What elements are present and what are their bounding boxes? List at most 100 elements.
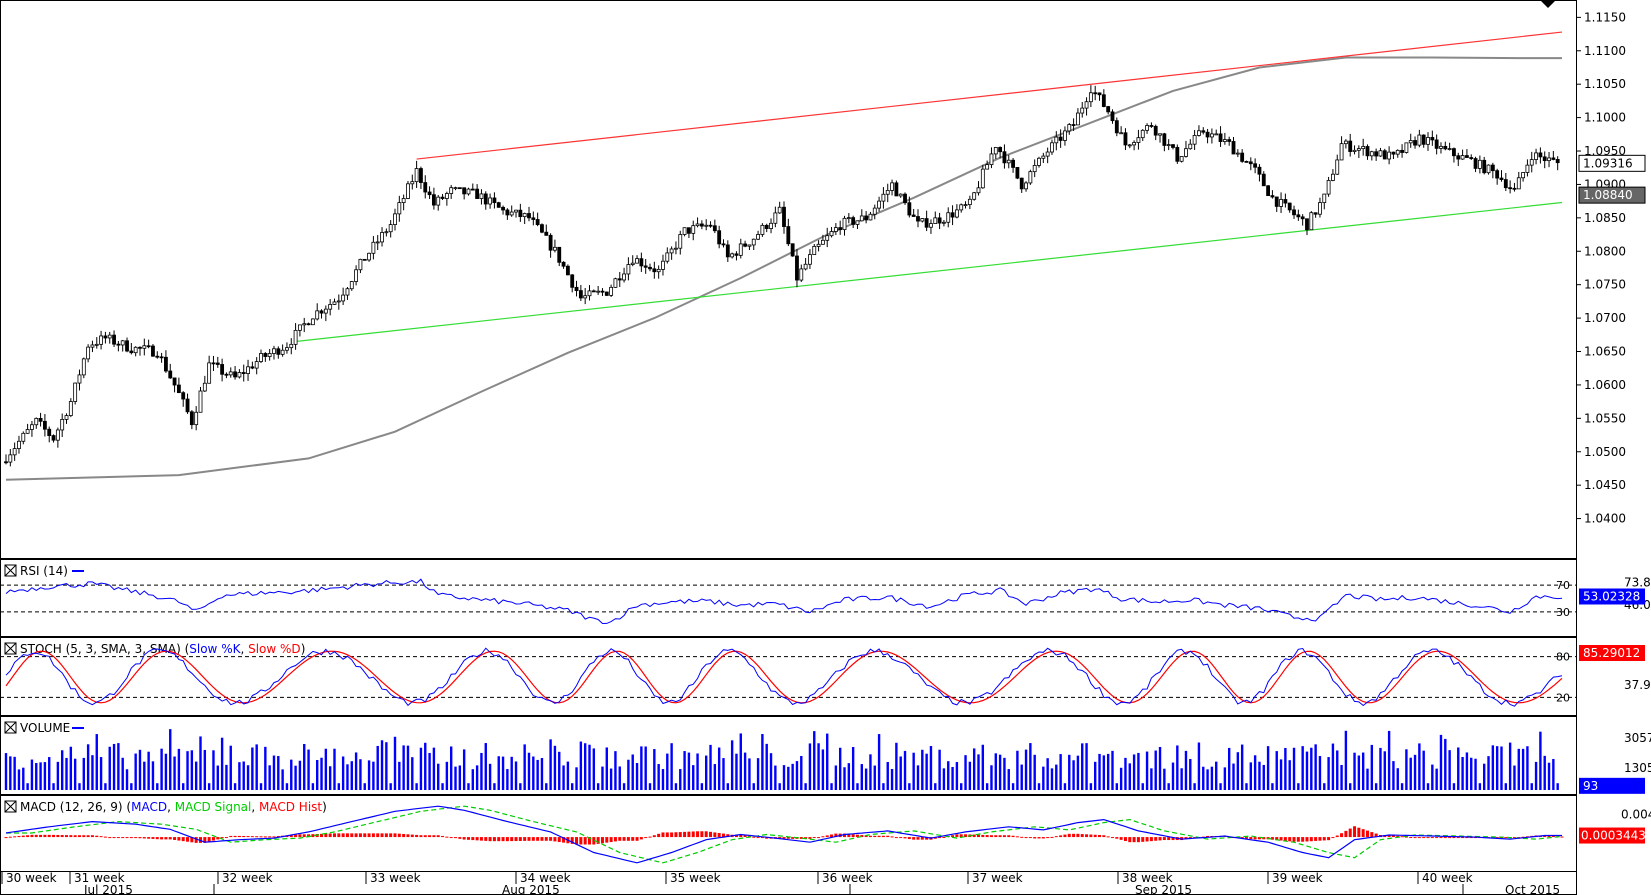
macd-hist-bar: [635, 837, 639, 841]
candle-body: [1028, 171, 1033, 184]
macd-hist-bar: [626, 837, 630, 841]
candle-body: [349, 281, 354, 290]
candle-body: [1482, 159, 1487, 174]
macd-hist-bar: [77, 835, 81, 838]
candle-body: [345, 288, 350, 296]
volume-bar: [1379, 747, 1382, 790]
macd-hist-bar: [821, 836, 825, 838]
volume-bar: [207, 783, 211, 790]
candle-body: [1322, 193, 1327, 204]
volume-bar: [1279, 759, 1283, 790]
candle-body: [1534, 152, 1538, 160]
candle-body: [259, 353, 263, 362]
macd-hist-bar: [298, 834, 302, 838]
candle-body: [522, 213, 527, 218]
volume-bar: [985, 783, 989, 790]
macd-hist-bar: [1171, 837, 1175, 841]
candle-body: [864, 215, 869, 221]
candle-body: [933, 217, 938, 224]
volume-bar: [1106, 753, 1110, 790]
candle-body: [181, 392, 186, 400]
volume-bar: [246, 765, 250, 790]
macd-hist-bar: [778, 837, 782, 839]
candle-body: [1214, 133, 1219, 136]
volume-bar: [151, 761, 155, 790]
volume-bar: [1387, 730, 1391, 790]
stoch-panel-frame: [0, 637, 1577, 716]
volume-bar: [1457, 747, 1460, 790]
volume-bar: [778, 783, 781, 790]
macd-hist-bar: [250, 836, 254, 838]
rsi-close-icon[interactable]: [4, 564, 17, 577]
macd-hist-bar: [155, 837, 159, 840]
candle-body: [21, 432, 26, 442]
candle-body: [17, 440, 21, 449]
volume-bar: [1552, 758, 1555, 790]
candle-body: [591, 290, 596, 293]
volume-bar: [990, 765, 993, 790]
volume-bar: [1396, 768, 1399, 790]
macd-hist-bar: [363, 833, 367, 838]
candle-body: [38, 417, 43, 422]
macd-hist-bar: [661, 832, 665, 838]
volume-bar: [367, 760, 371, 790]
candle-body: [1391, 151, 1396, 155]
macd-hist-bar: [8, 836, 12, 838]
volume-bar: [17, 769, 21, 790]
candle-body: [1313, 212, 1318, 215]
macd-hist-bar: [791, 837, 795, 839]
candle-body: [898, 193, 903, 197]
macd-hist-bar: [181, 837, 185, 842]
volume-bar: [251, 747, 254, 790]
candle-body: [678, 234, 683, 249]
macd-hist-bar: [1007, 835, 1011, 838]
macd-hist-bar: [320, 833, 324, 838]
price-tick-label: 1.0800: [1584, 244, 1626, 258]
macd-hist-bar: [600, 837, 604, 844]
macd-hist-bar: [505, 837, 509, 842]
volume-axis-label: 30576: [1624, 731, 1651, 745]
volume-bar: [679, 769, 682, 790]
macd-hist-bar: [134, 837, 138, 839]
candle-body: [1326, 180, 1331, 195]
candle-body: [1404, 142, 1409, 153]
volume-close-icon[interactable]: [4, 721, 17, 734]
macd-close-icon[interactable]: [4, 800, 17, 813]
volume-bar: [558, 751, 561, 790]
candle-body: [341, 294, 346, 302]
volume-bar: [1007, 769, 1010, 790]
candle-body: [246, 366, 250, 374]
candle-body: [336, 300, 341, 303]
candle-body: [730, 253, 735, 258]
candle-body: [64, 415, 69, 420]
candle-body: [967, 198, 972, 206]
volume-bar: [432, 747, 436, 790]
macd-hist-bar: [1292, 837, 1296, 842]
volume-bar: [1452, 783, 1456, 790]
volume-bar: [220, 737, 224, 790]
macd-hist-bar: [95, 835, 99, 838]
candle-body: [674, 247, 678, 250]
volume-bar: [813, 731, 816, 790]
macd-hist-bar: [328, 833, 332, 838]
candle-body: [388, 224, 393, 233]
macd-hist-bar: [462, 837, 466, 840]
volume-bar: [886, 761, 889, 790]
volume-bar: [1405, 749, 1408, 790]
volume-bar: [147, 751, 150, 790]
candle-body: [1192, 135, 1197, 145]
macd-hist-bar: [484, 837, 488, 841]
stoch-close-icon[interactable]: [4, 642, 17, 655]
macd-hist-bar: [151, 837, 155, 839]
volume-bar: [324, 748, 328, 790]
candle-body: [942, 221, 946, 224]
scroll-marker-icon[interactable]: [1540, 0, 1556, 8]
macd-hist-bar: [1322, 837, 1326, 841]
candle-body: [129, 350, 134, 354]
volume-bar: [48, 757, 51, 790]
volume-bar: [1180, 768, 1183, 790]
macd-hist-bar: [39, 834, 43, 838]
candle-body: [81, 358, 86, 376]
candle-body: [1512, 187, 1517, 190]
candle-body: [1369, 151, 1374, 157]
